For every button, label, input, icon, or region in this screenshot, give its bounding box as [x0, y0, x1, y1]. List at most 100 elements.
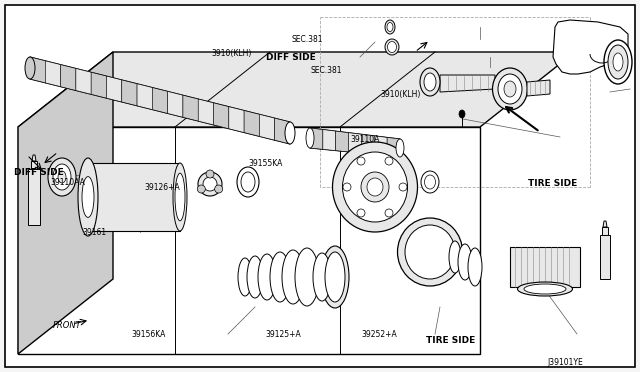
Polygon shape	[244, 110, 259, 137]
Ellipse shape	[214, 185, 223, 193]
Ellipse shape	[325, 252, 345, 302]
Ellipse shape	[247, 256, 263, 298]
Text: TIRE SIDE: TIRE SIDE	[426, 336, 475, 345]
Polygon shape	[259, 114, 275, 140]
Polygon shape	[30, 57, 45, 83]
Ellipse shape	[387, 42, 397, 52]
Ellipse shape	[504, 81, 516, 97]
Text: 39161: 39161	[82, 228, 106, 237]
Ellipse shape	[608, 45, 628, 79]
Text: 39126+A: 39126+A	[144, 183, 180, 192]
Ellipse shape	[357, 157, 365, 165]
Polygon shape	[214, 103, 229, 129]
Polygon shape	[183, 95, 198, 121]
Text: 39110AA: 39110AA	[50, 178, 84, 187]
Ellipse shape	[361, 172, 389, 202]
Ellipse shape	[421, 171, 439, 193]
Ellipse shape	[385, 209, 393, 217]
Ellipse shape	[424, 175, 435, 189]
Polygon shape	[198, 99, 214, 125]
Polygon shape	[600, 235, 610, 279]
Ellipse shape	[343, 183, 351, 191]
Text: 39252+A: 39252+A	[362, 330, 397, 339]
Polygon shape	[603, 221, 607, 227]
Ellipse shape	[313, 253, 331, 301]
Polygon shape	[18, 127, 480, 354]
Ellipse shape	[203, 177, 217, 191]
Ellipse shape	[458, 244, 472, 280]
Polygon shape	[31, 161, 37, 169]
Ellipse shape	[238, 258, 252, 296]
Ellipse shape	[197, 185, 205, 193]
Ellipse shape	[357, 209, 365, 217]
Ellipse shape	[459, 110, 465, 118]
Ellipse shape	[493, 68, 527, 110]
Polygon shape	[152, 87, 168, 113]
Ellipse shape	[387, 22, 393, 32]
Ellipse shape	[424, 73, 436, 91]
Ellipse shape	[524, 284, 566, 294]
Ellipse shape	[82, 177, 94, 217]
Text: SEC.381: SEC.381	[310, 66, 342, 75]
Text: 3910(KLH): 3910(KLH)	[211, 49, 252, 58]
Text: J39101YE: J39101YE	[547, 358, 583, 367]
Text: DIFF SIDE: DIFF SIDE	[14, 169, 64, 177]
Polygon shape	[387, 137, 400, 157]
Ellipse shape	[306, 128, 314, 148]
Text: FRONT: FRONT	[53, 321, 82, 330]
Ellipse shape	[405, 225, 455, 279]
Ellipse shape	[518, 282, 573, 296]
Polygon shape	[527, 80, 550, 96]
Text: TIRE SIDE: TIRE SIDE	[528, 179, 577, 187]
Ellipse shape	[48, 158, 76, 196]
Ellipse shape	[321, 246, 349, 308]
Ellipse shape	[367, 178, 383, 196]
Ellipse shape	[25, 57, 35, 79]
Polygon shape	[310, 128, 323, 149]
Ellipse shape	[237, 167, 259, 197]
Ellipse shape	[397, 218, 463, 286]
Text: 3910(KLH): 3910(KLH)	[381, 90, 421, 99]
Polygon shape	[336, 131, 349, 152]
Ellipse shape	[198, 172, 222, 196]
Ellipse shape	[604, 40, 632, 84]
Polygon shape	[28, 169, 40, 225]
Ellipse shape	[270, 252, 290, 302]
Ellipse shape	[285, 122, 295, 144]
Polygon shape	[76, 68, 91, 94]
Polygon shape	[137, 84, 152, 110]
Ellipse shape	[385, 39, 399, 55]
Ellipse shape	[206, 170, 214, 178]
Ellipse shape	[175, 173, 185, 221]
Polygon shape	[349, 133, 362, 153]
Ellipse shape	[399, 183, 407, 191]
Ellipse shape	[333, 142, 417, 232]
Ellipse shape	[173, 163, 187, 231]
Polygon shape	[275, 118, 290, 144]
Text: 39155KA: 39155KA	[248, 159, 283, 168]
Polygon shape	[45, 61, 61, 87]
Polygon shape	[18, 52, 113, 354]
Polygon shape	[440, 75, 495, 92]
Ellipse shape	[53, 164, 71, 190]
Text: SEC.381: SEC.381	[291, 35, 323, 44]
Ellipse shape	[342, 152, 408, 222]
Ellipse shape	[449, 241, 461, 273]
Ellipse shape	[258, 254, 276, 300]
Polygon shape	[18, 52, 575, 127]
Ellipse shape	[468, 248, 482, 286]
Ellipse shape	[282, 250, 304, 304]
Text: 39110A: 39110A	[351, 135, 380, 144]
Ellipse shape	[498, 74, 522, 104]
Polygon shape	[30, 57, 290, 144]
Ellipse shape	[385, 157, 393, 165]
Polygon shape	[106, 76, 122, 102]
Ellipse shape	[83, 163, 97, 231]
Polygon shape	[602, 227, 608, 235]
Text: 39125+A: 39125+A	[266, 330, 301, 339]
Ellipse shape	[420, 68, 440, 96]
Polygon shape	[362, 134, 374, 154]
Polygon shape	[323, 129, 336, 151]
Ellipse shape	[78, 158, 98, 236]
Bar	[90, 163, 180, 231]
